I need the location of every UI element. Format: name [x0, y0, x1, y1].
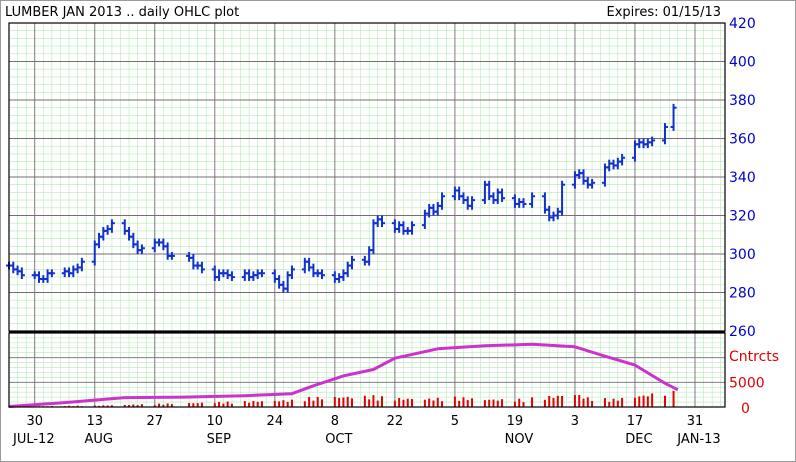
- x-day-label: 5: [451, 414, 459, 429]
- x-day-label: 10: [207, 414, 224, 429]
- x-day-label: 3: [571, 414, 579, 429]
- price-tick-label: 300: [729, 247, 756, 263]
- chart-title: LUMBER JAN 2013 .. daily OHLC plot: [5, 5, 239, 20]
- price-tick-label: 260: [729, 324, 756, 340]
- x-day-label: 31: [687, 414, 704, 429]
- volume-grid: [8, 332, 725, 408]
- x-month-label: OCT: [325, 432, 352, 447]
- x-month-label: SEP: [207, 432, 231, 447]
- x-month-label: JUL-12: [12, 432, 55, 447]
- x-month-label: JAN-13: [676, 432, 720, 447]
- price-tick-label: 400: [729, 55, 756, 71]
- price-marks: [6, 103, 677, 293]
- price-tick-label: 360: [729, 132, 756, 148]
- x-day-label: 19: [507, 414, 524, 429]
- volume-marks: [8, 342, 679, 408]
- x-month-label: NOV: [505, 432, 534, 447]
- x-day-label: 30: [26, 414, 43, 429]
- open-interest-line: [8, 342, 679, 408]
- price-tick-label: 340: [729, 170, 756, 186]
- x-month-label: AUG: [85, 432, 113, 447]
- price-tick-label: 320: [729, 209, 756, 225]
- x-month-label: DEC: [625, 432, 652, 447]
- x-day-label: 27: [146, 414, 163, 429]
- price-tick-label: 380: [729, 93, 756, 109]
- x-day-label: 22: [387, 414, 404, 429]
- x-day-label: 8: [331, 414, 339, 429]
- volume-tick-label: 5000: [729, 375, 765, 391]
- volume-tick-label: 0: [741, 401, 750, 417]
- price-tick-label: 280: [729, 286, 756, 302]
- volume-panel-border: [8, 332, 726, 408]
- x-day-label: 13: [86, 414, 103, 429]
- expires-label: Expires: 01/15/13: [607, 5, 722, 20]
- x-day-label: 24: [267, 414, 284, 429]
- price-tick-label: 420: [729, 16, 756, 32]
- x-axis-labels: 30 13 27 10 24 8 22 5 19 3 17 31 JUL-12 AUG SEP OCT NOV D…: [12, 414, 721, 447]
- x-day-label: 17: [627, 414, 644, 429]
- y-axis-labels: 420 400 380 360 340 320 300 280 260 Cntrcts 5000 0: [729, 16, 779, 417]
- price-grid: [8, 22, 725, 332]
- volume-axis-label: Cntrcts: [729, 349, 779, 365]
